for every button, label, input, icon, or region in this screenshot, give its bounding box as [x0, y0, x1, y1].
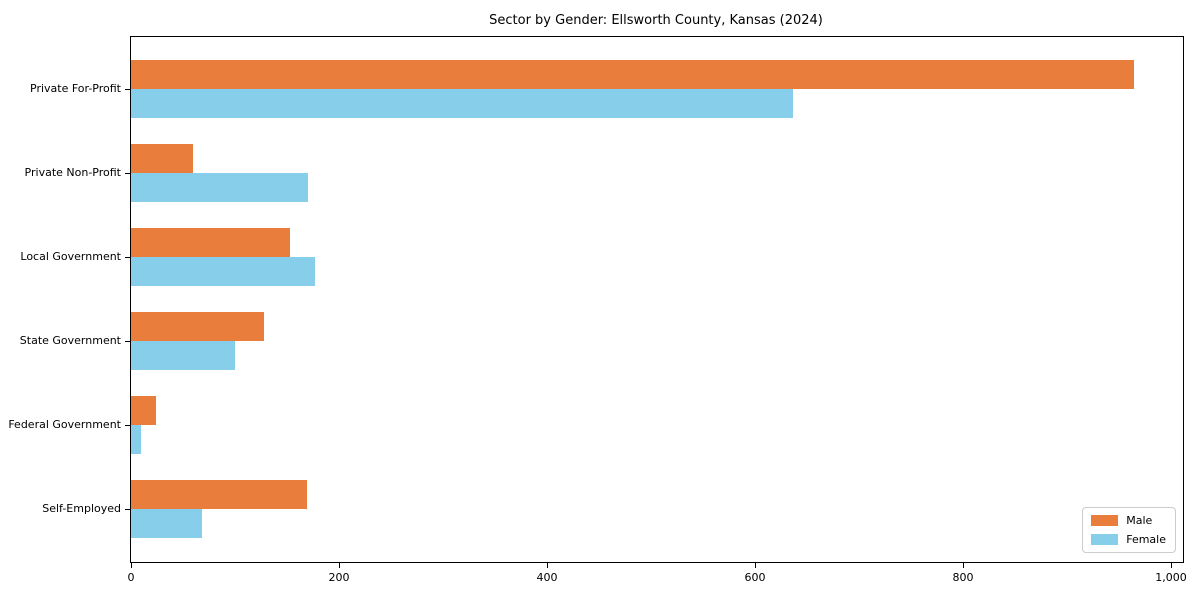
y-tick-label-self-employed: Self-Employed — [42, 502, 121, 515]
x-tick-0 — [131, 563, 132, 568]
female-series-swatch — [1091, 534, 1119, 545]
x-tick-label-400: 400 — [536, 571, 558, 584]
y-tick-local-government — [125, 257, 130, 258]
y-tick-private-for-profit — [125, 89, 130, 90]
y-tick-label-state-government: State Government — [19, 334, 121, 347]
x-tick-400 — [547, 563, 548, 568]
bar-female-federal-government — [131, 425, 141, 454]
bar-female-state-government — [131, 341, 235, 370]
x-tick-label-200: 200 — [328, 571, 350, 584]
bar-female-private-non-profit — [131, 173, 308, 202]
x-tick-label-0: 0 — [127, 571, 135, 584]
bar-female-private-for-profit — [131, 89, 793, 118]
y-tick-label-local-government: Local Government — [20, 250, 121, 263]
bar-male-private-for-profit — [131, 60, 1134, 89]
x-tick-label-800: 800 — [952, 571, 974, 584]
y-tick-federal-government — [125, 425, 130, 426]
y-tick-label-private-non-profit: Private Non-Profit — [24, 166, 121, 179]
legend-label-female: Female — [1126, 533, 1166, 546]
bar-male-state-government — [131, 312, 264, 341]
legend: Male Female — [1082, 507, 1176, 553]
x-tick-1000 — [1171, 563, 1172, 568]
y-tick-self-employed — [125, 509, 130, 510]
legend-item-female: Female — [1091, 533, 1166, 546]
y-tick-label-federal-government: Federal Government — [8, 418, 121, 431]
x-tick-label-600: 600 — [744, 571, 766, 584]
bar-male-local-government — [131, 228, 290, 257]
bar-male-private-non-profit — [131, 144, 193, 173]
chart-title: Sector by Gender: Ellsworth County, Kans… — [489, 13, 823, 28]
y-tick-label-private-for-profit: Private For-Profit — [30, 82, 121, 95]
male-series-swatch — [1091, 515, 1119, 526]
legend-label-male: Male — [1126, 514, 1153, 527]
y-tick-state-government — [125, 341, 130, 342]
x-tick-600 — [755, 563, 756, 568]
x-tick-label-1000: 1,000 — [1155, 571, 1187, 584]
x-tick-800 — [963, 563, 964, 568]
legend-item-male: Male — [1091, 514, 1166, 527]
x-tick-200 — [339, 563, 340, 568]
bar-female-self-employed — [131, 509, 202, 538]
bar-female-local-government — [131, 257, 315, 286]
plot-area: Male Female Private For-Profit Private No… — [8, 36, 1187, 584]
y-tick-private-non-profit — [125, 173, 130, 174]
bar-male-self-employed — [131, 480, 307, 509]
bar-male-federal-government — [131, 396, 156, 425]
